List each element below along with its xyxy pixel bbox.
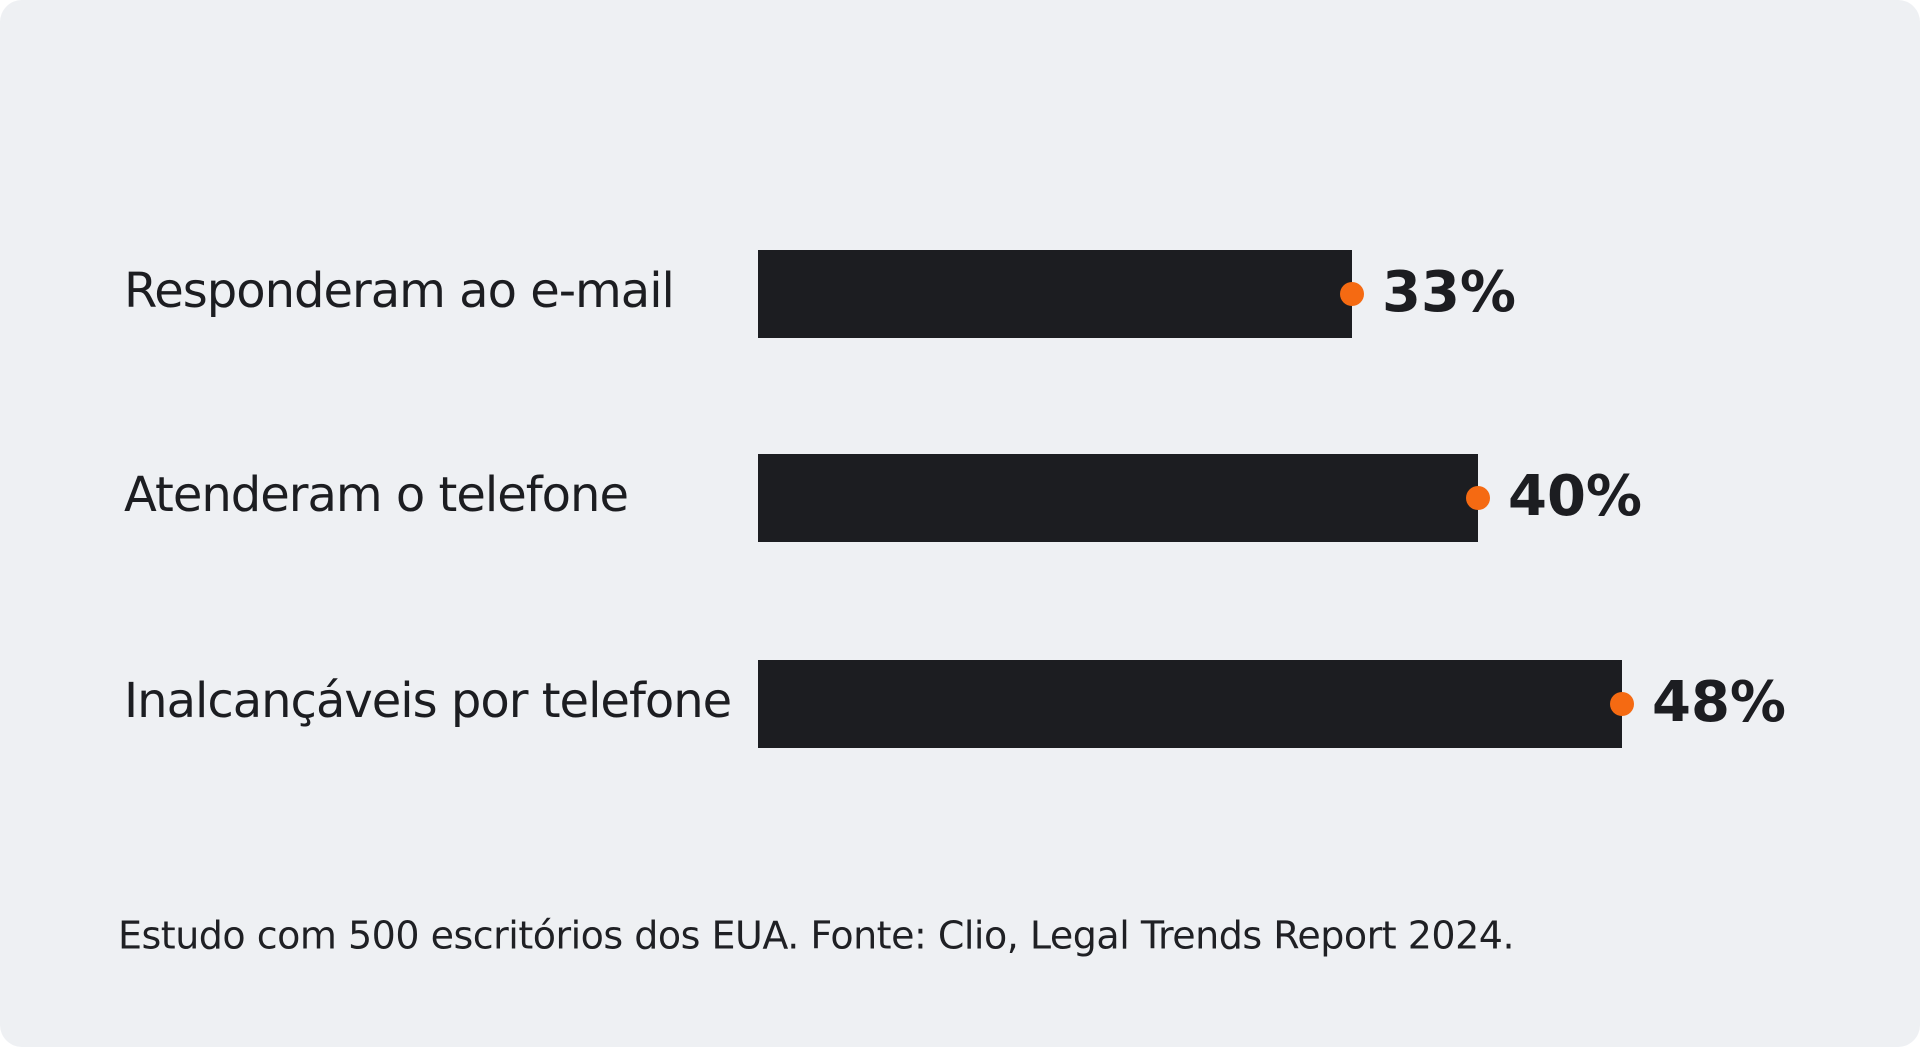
bar-end-marker xyxy=(1610,692,1634,716)
category-label: Inalcançáveis por telefone xyxy=(124,673,731,729)
bar-end-marker xyxy=(1340,282,1364,306)
category-label: Responderam ao e-mail xyxy=(124,263,674,319)
category-label: Atenderam o telefone xyxy=(124,467,628,523)
value-label: 40% xyxy=(1508,464,1642,529)
bar xyxy=(758,660,1622,748)
bar-end-marker xyxy=(1466,486,1490,510)
value-label: 33% xyxy=(1382,260,1516,325)
caption: Estudo com 500 escritórios dos EUA. Font… xyxy=(118,914,1514,958)
bar xyxy=(758,250,1352,338)
bar xyxy=(758,454,1478,542)
value-label: 48% xyxy=(1652,670,1786,735)
